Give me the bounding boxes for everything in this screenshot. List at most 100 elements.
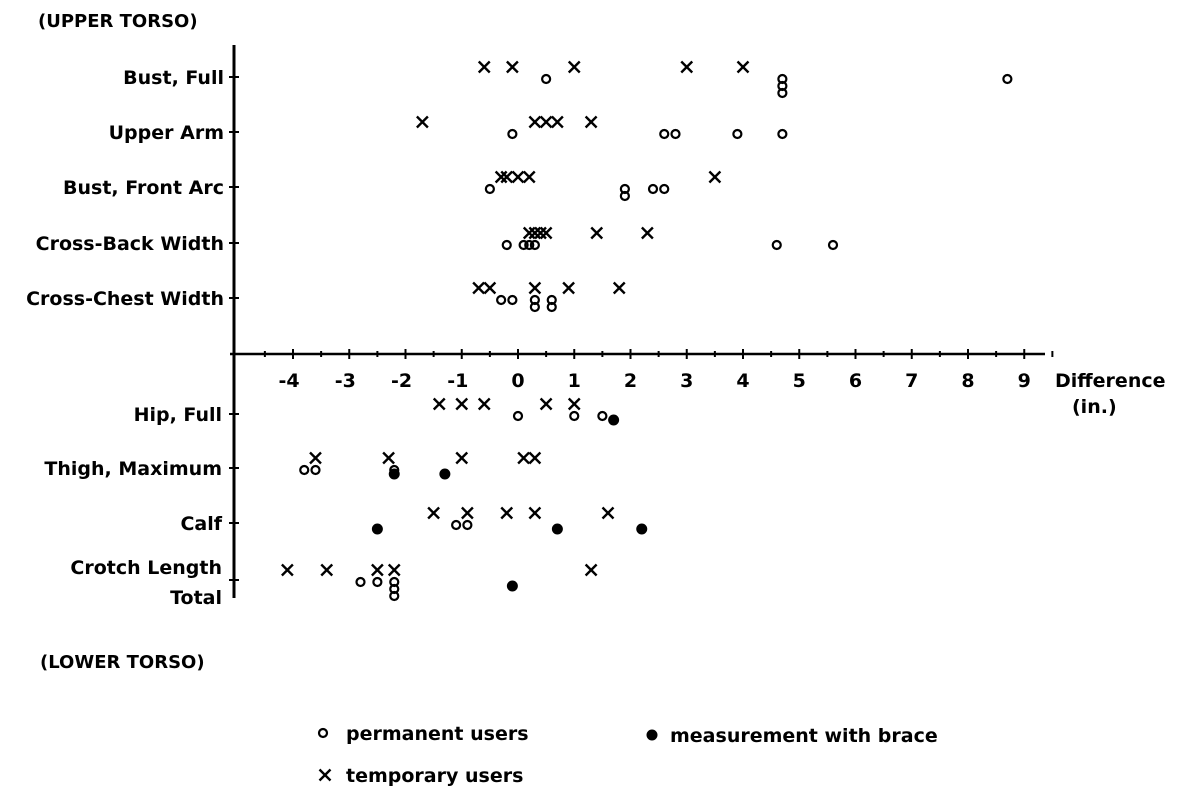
- temporary-user-point: [522, 170, 536, 184]
- temporary-user-point: [641, 226, 654, 240]
- temporary-user-point: [736, 60, 750, 74]
- brace-measurement-point: [439, 468, 451, 480]
- brace-measurement-point: [388, 468, 400, 480]
- x-tick-label: 1: [568, 370, 581, 392]
- temporary-user-point: [528, 506, 542, 520]
- permanent-user-point: [647, 183, 659, 195]
- data-marks: [281, 60, 1013, 602]
- temporary-user-point: [511, 170, 525, 184]
- temporary-user-point: [562, 281, 575, 295]
- permanent-user-point: [507, 128, 518, 140]
- permanent-user-point: [372, 576, 383, 588]
- permanent-user-point: [732, 128, 743, 140]
- x-axis-unit: (in.): [1072, 396, 1117, 418]
- permanent-user-point: [484, 183, 495, 195]
- temporary-user-point: [371, 563, 384, 577]
- temporary-user-point: [584, 115, 598, 129]
- category-labels: Bust, Full Upper Arm Bust, Front Arc Cross-…: [26, 67, 224, 609]
- x-axis-title: Difference: [1055, 370, 1166, 392]
- temporary-user-point: [494, 170, 508, 184]
- permanent-user-point: [496, 294, 507, 306]
- category-label: Thigh, Maximum: [44, 458, 222, 480]
- temporary-user-point: [461, 506, 474, 520]
- category-label: Bust, Front Arc: [63, 177, 224, 199]
- brace-measurement-point: [608, 414, 620, 426]
- category-label: Cross-Chest Width: [26, 288, 224, 310]
- temporary-user-point: [517, 451, 530, 465]
- temporary-user-point: [567, 397, 581, 411]
- permanent-user-point: [777, 87, 788, 99]
- category-label: Upper Arm: [109, 122, 224, 144]
- temporary-user-point: [320, 563, 334, 577]
- temporary-user-point: [567, 60, 581, 74]
- permanent-user-point: [597, 410, 608, 422]
- temporary-user-point: [477, 60, 491, 74]
- brace-measurement-point: [636, 523, 648, 535]
- permanent-user-point: [524, 239, 535, 251]
- x-tick-label: 2: [624, 370, 637, 392]
- temporary-user-point: [612, 281, 626, 295]
- x-tick-label: -4: [278, 370, 299, 392]
- temporary-user-point: [539, 115, 553, 129]
- permanent-user-point: [541, 73, 552, 85]
- temporary-user-point: [387, 563, 401, 577]
- permanent-user-point: [355, 576, 366, 588]
- permanent-user-point: [512, 410, 524, 422]
- category-label: Crotch Length: [70, 557, 222, 579]
- x-tick-label: -1: [447, 370, 468, 392]
- permanent-user-point: [659, 128, 670, 140]
- permanent-user-point: [529, 239, 540, 251]
- legend-label: temporary users: [346, 765, 523, 787]
- permanent-user-point: [518, 239, 529, 251]
- x-tick-label: 9: [1018, 370, 1031, 392]
- lower-section-label: (LOWER TORSO): [40, 652, 205, 673]
- permanent-user-point: [310, 464, 321, 476]
- permanent-user-point: [501, 239, 512, 251]
- legend-label: permanent users: [346, 723, 529, 745]
- permanent-user-point: [827, 239, 839, 251]
- legend-filled-circle-icon: [646, 729, 658, 741]
- temporary-user-point: [590, 226, 604, 240]
- temporary-user-point: [455, 451, 469, 465]
- x-tick-label: 8: [961, 370, 974, 392]
- permanent-user-point: [299, 464, 310, 476]
- axes: [229, 45, 1054, 598]
- permanent-user-point: [619, 190, 630, 202]
- temporary-user-point: [708, 170, 722, 184]
- temporary-user-point: [477, 397, 491, 411]
- temporary-user-point: [455, 397, 469, 411]
- temporary-user-point: [309, 451, 322, 465]
- brace-measurement-point: [371, 523, 383, 535]
- brace-measurement-point: [551, 523, 563, 535]
- x-tick-label: 5: [793, 370, 806, 392]
- temporary-user-point: [281, 563, 294, 577]
- x-tick-label: 7: [905, 370, 918, 392]
- temporary-user-point: [522, 226, 536, 240]
- temporary-user-point: [472, 281, 485, 295]
- upper-section-label: (UPPER TORSO): [38, 11, 198, 32]
- temporary-user-point: [584, 563, 598, 577]
- x-tick-label: -3: [335, 370, 356, 392]
- temporary-user-point: [551, 115, 564, 129]
- category-label: Calf: [180, 513, 222, 535]
- permanent-user-point: [569, 410, 580, 422]
- temporary-user-point: [483, 281, 497, 295]
- legend-x-icon: [318, 768, 332, 782]
- temporary-user-point: [500, 170, 514, 184]
- permanent-user-point: [529, 301, 540, 313]
- x-tick-label: 3: [680, 370, 693, 392]
- permanent-user-point: [777, 128, 788, 140]
- brace-measurement-point: [506, 580, 518, 592]
- temporary-user-point: [680, 60, 694, 74]
- permanent-user-point: [507, 294, 518, 306]
- permanent-user-point: [546, 301, 557, 313]
- temporary-user-point: [500, 506, 514, 520]
- temporary-user-point: [539, 226, 553, 240]
- category-label: Hip, Full: [134, 404, 222, 426]
- temporary-user-point: [534, 226, 547, 240]
- permanent-user-point: [389, 590, 400, 602]
- temporary-user-point: [432, 397, 446, 411]
- temporary-user-point: [427, 506, 440, 520]
- permanent-user-point: [462, 519, 473, 531]
